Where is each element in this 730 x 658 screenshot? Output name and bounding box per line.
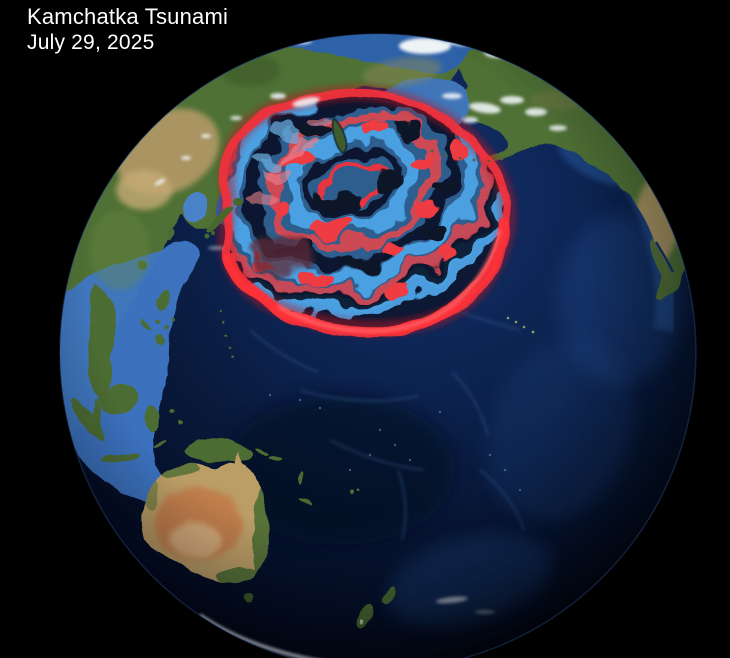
atmosphere-rim xyxy=(59,33,697,658)
page-title: Kamchatka Tsunami xyxy=(27,4,229,29)
caption-overlay: Kamchatka Tsunami July 29, 2025 xyxy=(27,3,228,55)
date-label: July 29, 2025 xyxy=(27,31,155,54)
atmosphere-limb-glow xyxy=(199,613,368,658)
